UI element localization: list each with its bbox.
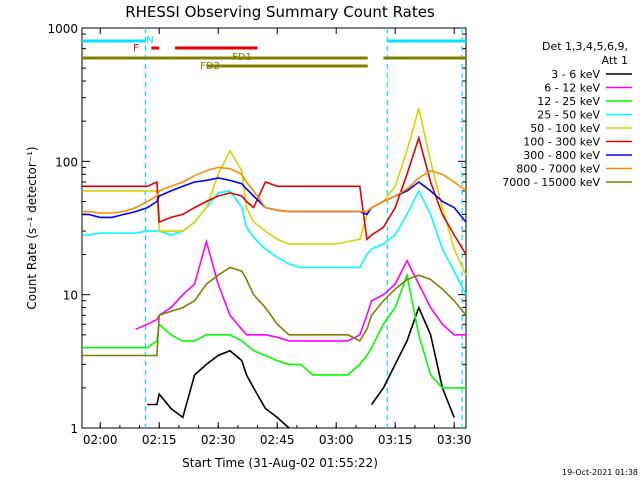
x-tick-label: 02:15 [142,433,177,447]
flag-label-fd2: FD2 [200,61,220,72]
x-tick-label: 02:30 [201,433,236,447]
legend-label: 100 - 300 keV [523,136,600,149]
series-line-2 [82,272,466,389]
legend-label: 12 - 25 keV [537,95,600,108]
series-line-1 [135,238,466,342]
y-tick-label: 1000 [47,22,78,36]
legend-label: 50 - 100 keV [530,122,600,135]
x-tick-label: 02:00 [83,433,118,447]
x-axis-label: Start Time (31-Aug-02 01:55:22) [182,456,378,470]
timestamp: 19-Oct-2021 01:38 [562,468,638,477]
y-tick-label: 10 [63,289,78,303]
series-line-7 [82,166,467,214]
legend-label: 6 - 12 keV [544,82,600,95]
legend-label: 3 - 6 keV [551,68,600,81]
chart-title: RHESSI Observing Summary Count Rates [125,3,435,21]
x-tick-label: 02:45 [260,433,295,447]
x-tick-label: 03:15 [378,433,413,447]
series-line-0 [147,305,455,429]
flag-label-f: F [133,43,139,54]
flag-label-n: N [146,35,153,46]
legend-label: 7000 - 15000 keV [502,176,600,189]
y-tick-label: 1 [70,422,78,436]
legend-header-line-1: Det 1,3,4,5,6,9, [542,40,628,53]
series-line-3 [82,189,467,296]
legend-label: 800 - 7000 keV [516,163,600,176]
x-tick-label: 03:30 [437,433,472,447]
legend-header-line-2: Att 1 [602,54,628,67]
series-line-5 [82,135,467,255]
series-line-4 [82,108,467,276]
x-tick-label: 03:00 [319,433,354,447]
y-tick-label: 100 [55,155,78,169]
legend-label: 300 - 800 keV [523,149,600,162]
legend-label: 25 - 50 keV [537,109,600,122]
series-line-8 [82,266,467,357]
plot-frame [81,27,467,429]
y-axis-label: Count Rate (s⁻¹ detector⁻¹) [25,146,39,309]
flag-label-fd1: FD1 [232,52,252,63]
